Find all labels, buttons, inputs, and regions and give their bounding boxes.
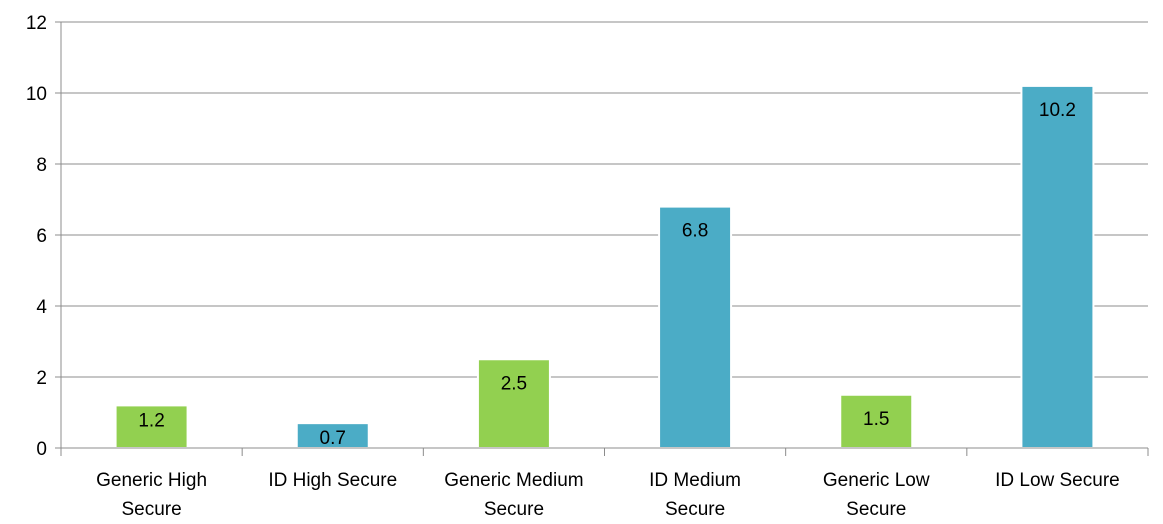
y-tick-label: 0 <box>36 439 47 460</box>
category-label: Generic Medium Secure <box>444 470 583 520</box>
data-label: 10.2 <box>1039 100 1076 121</box>
y-tick-label: 6 <box>36 226 47 247</box>
y-tick-label: 2 <box>36 368 47 389</box>
category-label-line: Generic Low <box>823 470 930 491</box>
data-label: 1.5 <box>863 409 889 430</box>
data-label: 6.8 <box>682 221 708 242</box>
data-label: 2.5 <box>501 373 527 394</box>
y-axis-ticks: 0 2 4 6 8 10 12 <box>26 13 48 460</box>
data-label: 1.2 <box>138 410 164 431</box>
gridlines <box>61 21 1148 378</box>
category-label-line: Generic High <box>96 470 207 491</box>
y-tick-label: 12 <box>26 13 47 34</box>
bar <box>658 205 733 449</box>
category-label-line: Secure <box>846 499 906 520</box>
data-labels: 1.2 0.7 2.5 6.8 1.5 10.2 <box>138 100 1076 449</box>
category-label: ID Medium Secure <box>649 470 741 520</box>
category-label-line: Generic Medium <box>444 470 583 491</box>
category-label-line: ID High Secure <box>268 470 397 491</box>
axes <box>55 21 1149 456</box>
bar <box>476 358 551 449</box>
category-label-line: Secure <box>665 499 725 520</box>
x-axis-labels: Generic High Secure ID High Secure Generic … <box>96 470 1120 520</box>
category-label-line: Secure <box>121 499 181 520</box>
data-label: 0.7 <box>320 428 346 449</box>
bar <box>295 422 370 449</box>
category-label-line: Secure <box>484 499 544 520</box>
category-label: ID Low Secure <box>995 470 1120 491</box>
y-tick-label: 4 <box>36 297 47 318</box>
category-label: Generic High Secure <box>96 470 207 520</box>
y-tick-label: 8 <box>36 155 47 176</box>
y-tick-label: 10 <box>26 84 47 105</box>
category-label-line: ID Low Secure <box>995 470 1120 491</box>
category-label: Generic Low Secure <box>823 470 930 520</box>
bars <box>114 84 1095 450</box>
category-label: ID High Secure <box>268 470 397 491</box>
bar <box>1020 84 1095 450</box>
category-label-line: ID Medium <box>649 470 741 491</box>
